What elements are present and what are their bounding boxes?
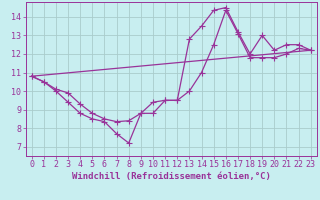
X-axis label: Windchill (Refroidissement éolien,°C): Windchill (Refroidissement éolien,°C) [72, 172, 271, 181]
